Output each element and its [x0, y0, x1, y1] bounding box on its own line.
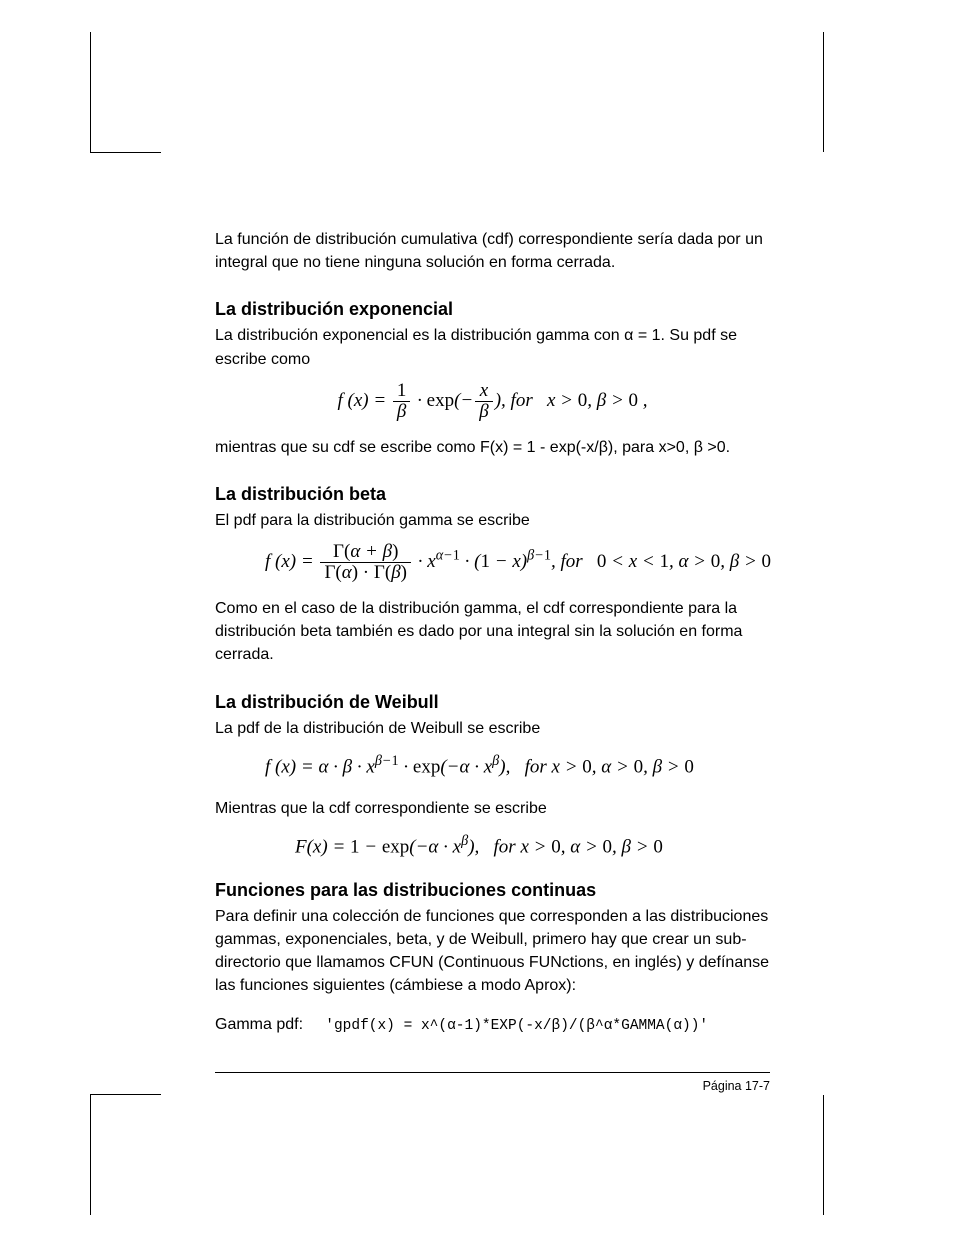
- weibull-paragraph-1: La pdf de la distribución de Weibull se …: [215, 717, 770, 740]
- crop-mark-top-right: [823, 32, 824, 152]
- exp-paragraph-2: mientras que su cdf se escribe como F(x)…: [215, 436, 770, 459]
- intro-paragraph: La función de distribución cumulativa (c…: [215, 228, 770, 274]
- page-number: Página 17-7: [215, 1077, 770, 1095]
- page-footer: Página 17-7: [215, 1072, 770, 1095]
- gamma-pdf-line: Gamma pdf: 'gpdf(x) = x^(α-1)*EXP(-x/β)/…: [215, 1013, 770, 1037]
- crop-mark-bottom-right: [823, 1095, 824, 1215]
- beta-paragraph-1: El pdf para la distribución gamma se esc…: [215, 509, 770, 532]
- beta-formula: f (x) = Γ(α + β)Γ(α) · Γ(β) · xα−1 · (1 …: [265, 542, 770, 583]
- heading-functions: Funciones para las distribuciones contin…: [215, 877, 770, 903]
- page-content: La función de distribución cumulativa (c…: [215, 228, 770, 1047]
- footer-rule: [215, 1072, 770, 1073]
- heading-beta: La distribución beta: [215, 481, 770, 507]
- weibull-formula-cdf: F(x) = 1 − exp(−α · xβ), for x > 0, α > …: [295, 830, 770, 863]
- weibull-paragraph-2: Mientras que la cdf correspondiente se e…: [215, 797, 770, 820]
- crop-mark-top-left: [90, 32, 161, 153]
- heading-weibull: La distribución de Weibull: [215, 689, 770, 715]
- funcs-paragraph-1: Para definir una colección de funciones …: [215, 905, 770, 998]
- heading-exponential: La distribución exponencial: [215, 296, 770, 322]
- exp-paragraph-1: La distribución exponencial es la distri…: [215, 324, 770, 370]
- crop-mark-bottom-left: [90, 1094, 161, 1215]
- beta-paragraph-2: Como en el caso de la distribución gamma…: [215, 597, 770, 667]
- exp-formula: f (x) = 1β · exp(−xβ), for x > 0, β > 0 …: [215, 381, 770, 422]
- gamma-pdf-label: Gamma pdf:: [215, 1016, 303, 1033]
- gamma-pdf-code: 'gpdf(x) = x^(α-1)*EXP(-x/β)/(β^α*GAMMA(…: [325, 1018, 708, 1034]
- weibull-formula-pdf: f (x) = α · β · xβ−1 · exp(−α · xβ), for…: [265, 750, 770, 783]
